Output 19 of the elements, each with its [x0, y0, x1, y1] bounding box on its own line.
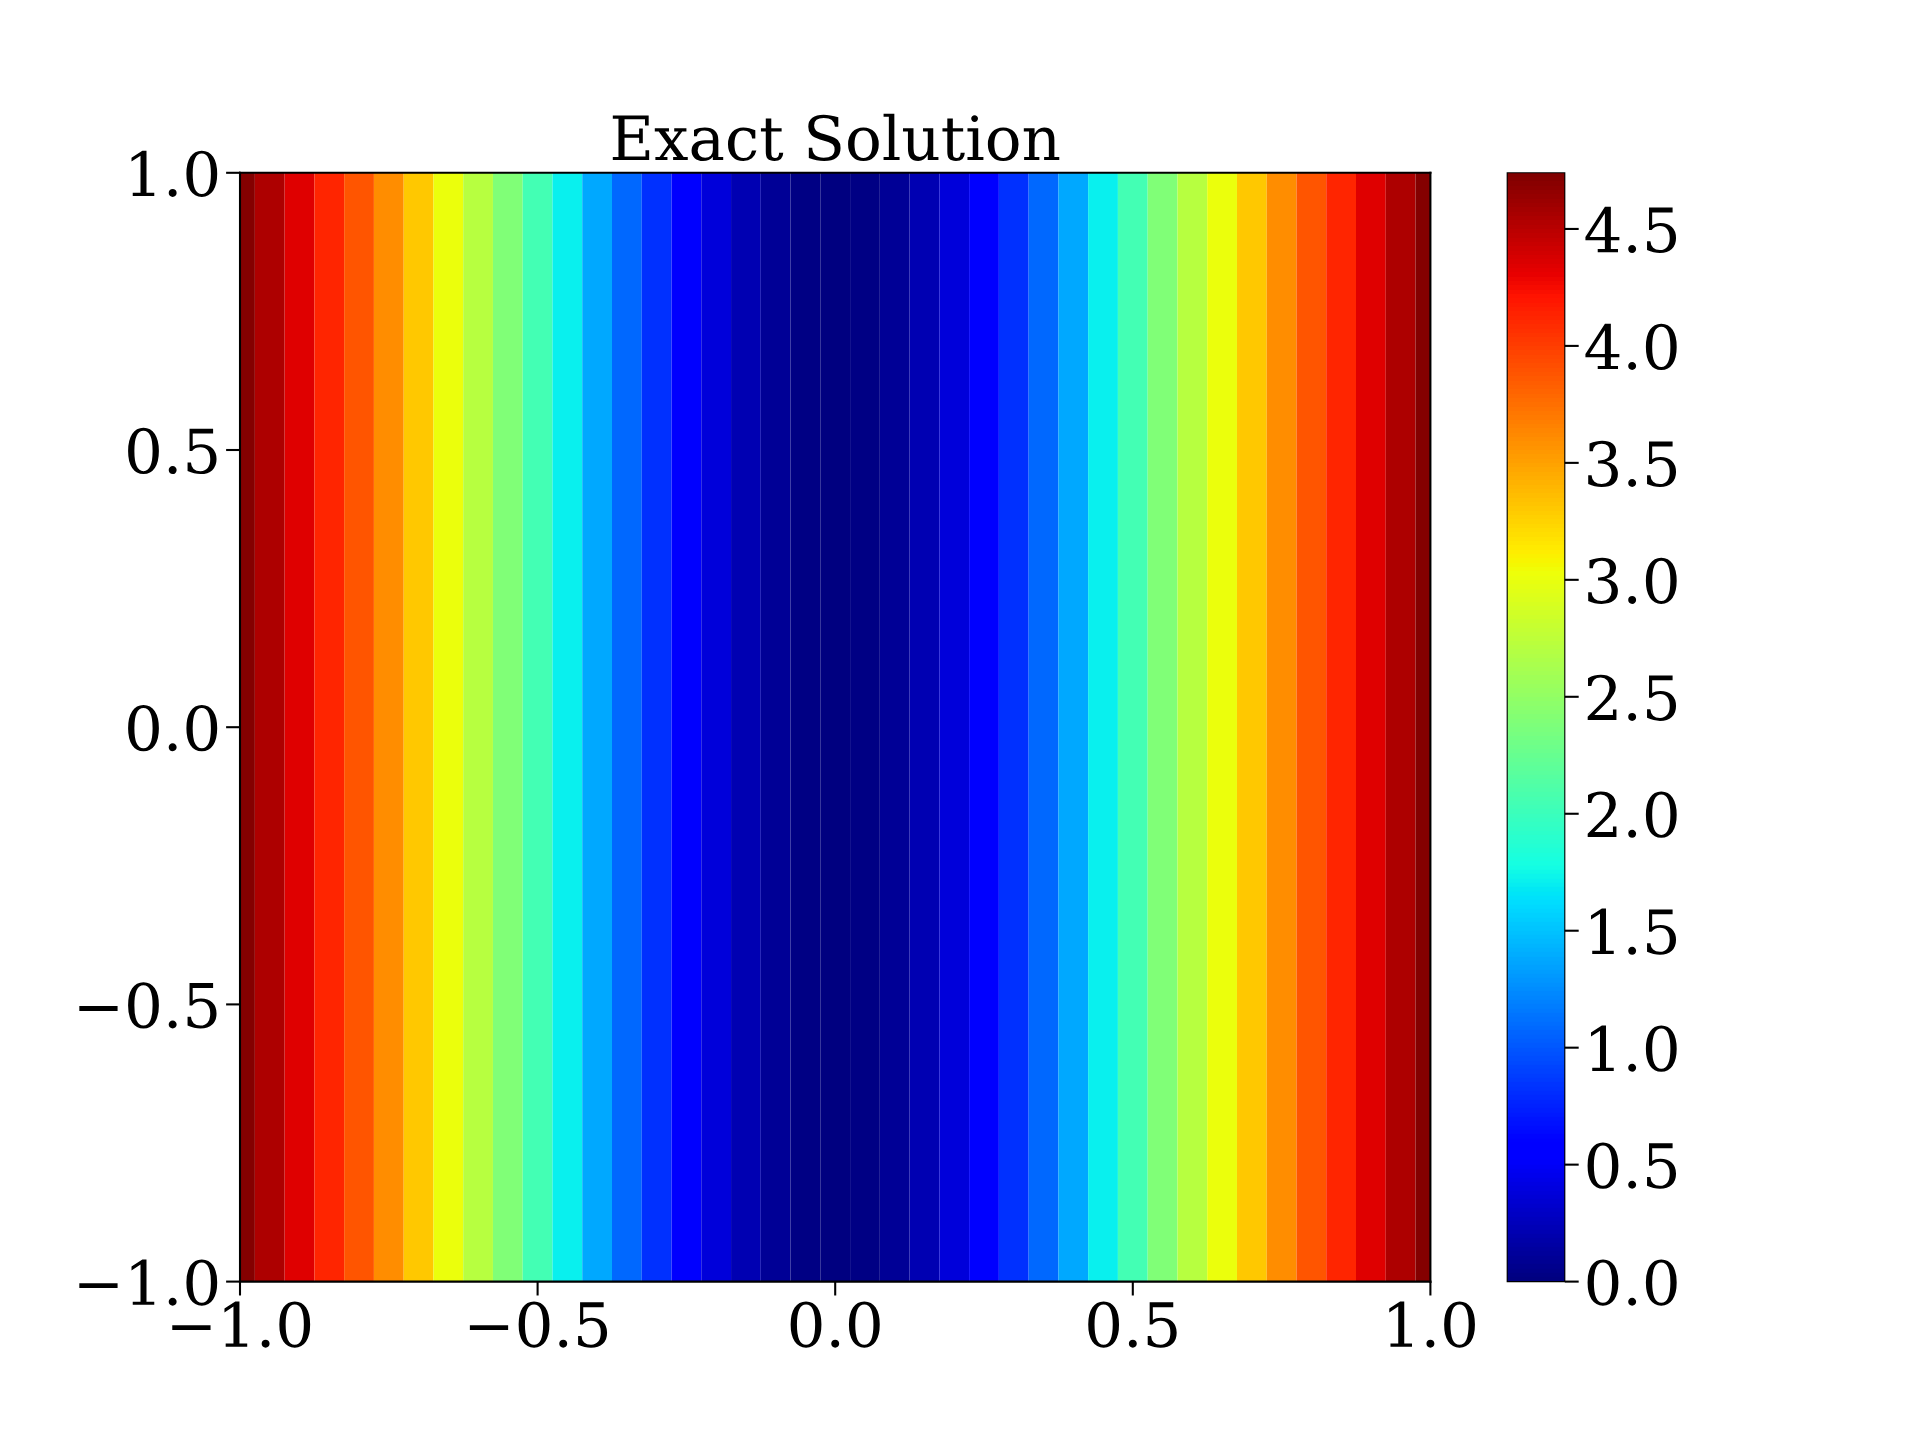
y-tick-label: 0.5 — [128, 427, 217, 475]
color-bar-label: 0.0 — [1587, 1259, 1677, 1306]
color-bar-label: 1.5 — [1591, 908, 1677, 955]
x-tick-label: −0.5 — [469, 1301, 608, 1348]
chart-title: Exact Solution — [612, 113, 1060, 161]
color-bar-label: 4.0 — [1585, 323, 1677, 370]
color-bar-label: 2.0 — [1587, 791, 1677, 838]
y-tick-label: 0.0 — [128, 705, 218, 752]
x-tick-label: 1.0 — [1389, 1301, 1475, 1348]
color-bar-label: 0.5 — [1587, 1142, 1677, 1189]
color-bar-label: 3.5 — [1588, 440, 1677, 487]
x-tick-label: 0.5 — [1088, 1301, 1177, 1348]
y-tick-label: −0.5 — [79, 982, 217, 1029]
color-bar-label: 2.5 — [1587, 674, 1677, 721]
color-bar-label: 4.5 — [1585, 206, 1677, 254]
x-tick-label: 0.0 — [790, 1301, 880, 1348]
y-tick-label: 1.0 — [131, 150, 218, 197]
color-bar-label: 3.0 — [1588, 557, 1677, 604]
color-bar-label: 1.0 — [1591, 1025, 1677, 1072]
